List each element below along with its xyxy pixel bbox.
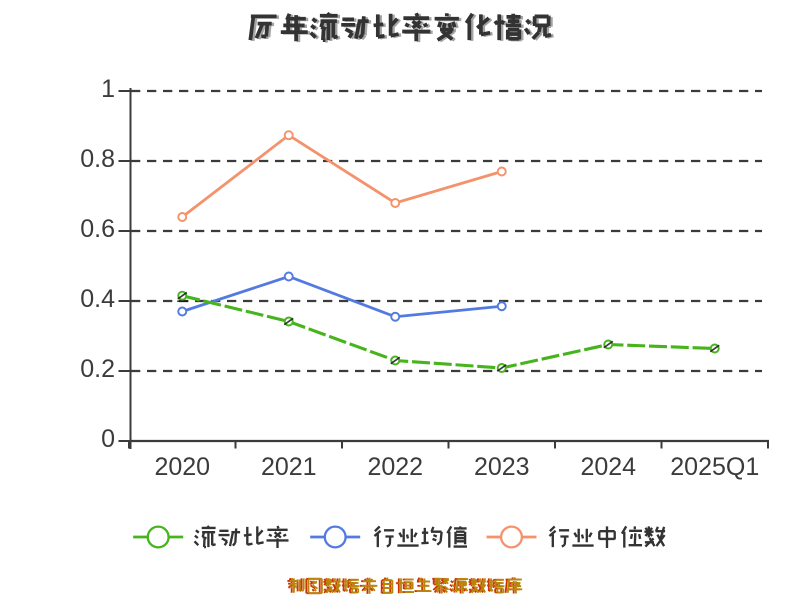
svg-text:0.6: 0.6 bbox=[80, 215, 115, 243]
svg-text:0.2: 0.2 bbox=[80, 355, 115, 383]
svg-text:2022: 2022 bbox=[367, 453, 423, 481]
svg-text:2020: 2020 bbox=[154, 453, 210, 481]
svg-text:0: 0 bbox=[101, 425, 115, 453]
svg-text:0.8: 0.8 bbox=[80, 145, 115, 173]
svg-text:2021: 2021 bbox=[261, 453, 317, 481]
svg-text:0.4: 0.4 bbox=[80, 285, 115, 313]
svg-text:2025Q1: 2025Q1 bbox=[670, 453, 759, 481]
svg-text:2023: 2023 bbox=[474, 453, 530, 481]
svg-text:2024: 2024 bbox=[580, 453, 636, 481]
svg-text:1: 1 bbox=[101, 75, 115, 103]
